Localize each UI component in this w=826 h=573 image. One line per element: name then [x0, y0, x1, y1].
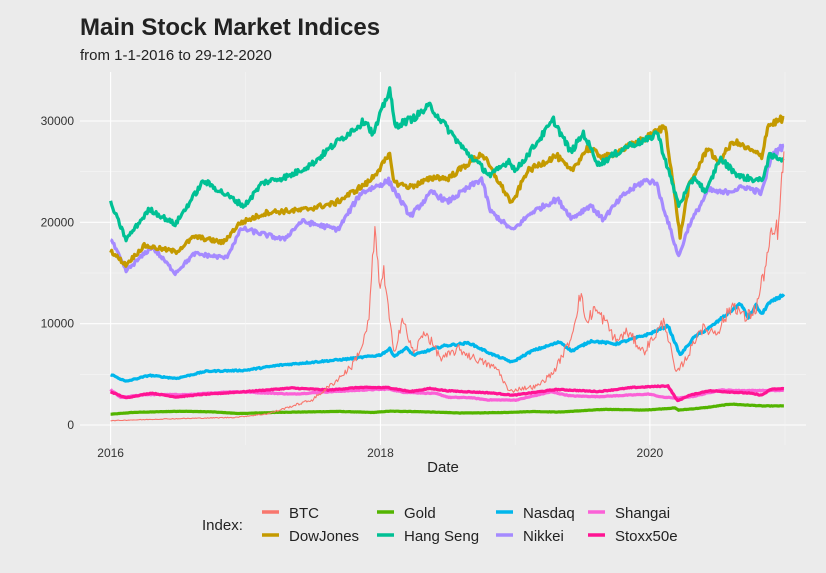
legend-item-nikkei: Nikkei	[496, 528, 564, 545]
series-layer	[109, 86, 786, 422]
x-axis: 2016 2018 2020	[97, 446, 663, 460]
legend-label: Nikkei	[523, 528, 564, 545]
x-tick-label: 2016	[97, 446, 124, 460]
legend-label: Hang Seng	[404, 528, 479, 545]
y-tick-label: 30000	[41, 114, 75, 128]
series-line-nasdaq	[110, 293, 786, 383]
legend-title: Index:	[202, 517, 243, 534]
y-tick-label: 0	[67, 418, 74, 432]
legend-label: DowJones	[289, 528, 359, 545]
legend-item-dowjones: DowJones	[262, 528, 359, 545]
legend-item-hang-seng: Hang Seng	[377, 528, 479, 545]
x-tick-label: 2020	[637, 446, 664, 460]
legend-label: BTC	[289, 505, 319, 522]
legend-item-stoxx50e: Stoxx50e	[588, 528, 678, 545]
series-line-hang-seng	[109, 86, 785, 243]
legend-item-gold: Gold	[377, 505, 436, 522]
x-axis-title: Date	[427, 459, 459, 476]
series-line-nikkei	[110, 143, 785, 277]
legend-label: Stoxx50e	[615, 528, 678, 545]
x-tick-label: 2018	[367, 446, 394, 460]
series-line-stoxx50e	[109, 384, 785, 403]
y-tick-label: 20000	[41, 215, 75, 229]
series-line-dowjones	[109, 114, 785, 268]
y-axis: 0 10000 20000 30000	[41, 114, 75, 432]
chart-subtitle: from 1-1-2016 to 29-12-2020	[80, 47, 272, 64]
legend: Index: BTC Gold Nasdaq Shangai DowJones Hang …	[202, 505, 678, 545]
series-line-btc	[110, 151, 785, 422]
series-line-gold	[110, 402, 785, 416]
legend-item-nasdaq: Nasdaq	[496, 505, 575, 522]
legend-item-btc: BTC	[262, 505, 319, 522]
legend-item-shangai: Shangai	[588, 505, 670, 522]
legend-label: Nasdaq	[523, 505, 575, 522]
chart-title: Main Stock Market Indices	[80, 14, 381, 41]
legend-label: Gold	[404, 505, 436, 522]
y-tick-label: 10000	[41, 317, 75, 331]
legend-label: Shangai	[615, 505, 670, 522]
